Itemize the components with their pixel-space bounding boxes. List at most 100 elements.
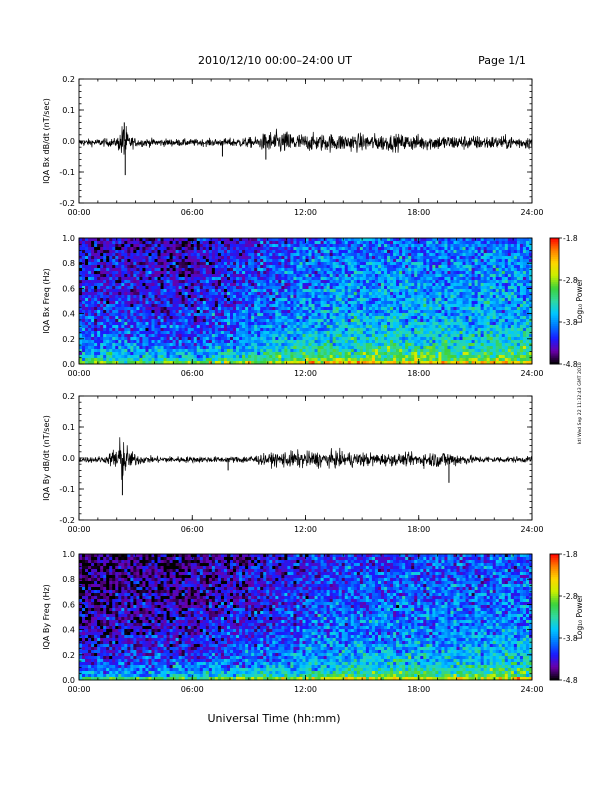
heatmap-cell — [308, 316, 312, 320]
heatmap-cell — [184, 307, 189, 311]
heatmap-cell — [124, 295, 128, 299]
heatmap-cell — [393, 283, 397, 287]
heatmap-cell — [254, 358, 258, 362]
heatmap-cell — [405, 262, 409, 266]
heatmap-cell — [181, 265, 186, 269]
heatmap-cell — [338, 253, 343, 257]
heatmap-cell — [91, 322, 95, 326]
heatmap-cell — [133, 304, 137, 308]
heatmap-cell — [417, 301, 421, 305]
heatmap-cell — [148, 361, 152, 365]
heatmap-cell — [254, 247, 258, 251]
heatmap-cell — [287, 241, 291, 245]
heatmap-cell — [220, 259, 225, 263]
heatmap-cell — [181, 253, 186, 257]
heatmap-cell — [242, 307, 246, 311]
heatmap-cell — [411, 334, 415, 338]
heatmap-cell — [332, 343, 337, 347]
heatmap-cell — [368, 280, 373, 284]
heatmap-cell — [226, 253, 231, 257]
heatmap-cell — [175, 265, 180, 269]
heatmap-cell — [148, 352, 152, 356]
heatmap-cells — [79, 238, 533, 365]
heatmap-cell — [127, 277, 131, 281]
heatmap-cell — [387, 250, 391, 254]
heatmap-cell — [151, 313, 155, 317]
heatmap-cell — [314, 292, 318, 296]
heatmap-cell — [414, 304, 418, 308]
heatmap-cell — [109, 271, 113, 275]
heatmap-cell — [199, 307, 204, 311]
heatmap-cell — [109, 256, 113, 260]
heatmap-cell — [121, 328, 125, 332]
heatmap-cell — [199, 280, 204, 284]
heatmap-cell — [202, 271, 207, 275]
heatmap-cell — [145, 286, 149, 290]
heatmap-cell — [320, 298, 325, 302]
heatmap-cell — [199, 298, 204, 302]
heatmap-cell — [284, 349, 288, 353]
heatmap-cell — [94, 238, 98, 242]
heatmap-cell — [281, 241, 285, 245]
heatmap-cell — [387, 328, 391, 332]
heatmap-cell — [121, 280, 125, 284]
heatmap-cell — [396, 301, 400, 305]
heatmap-cell — [299, 340, 303, 344]
heatmap-cell — [308, 268, 312, 272]
heatmap-cell — [109, 334, 113, 338]
heatmap-cell — [169, 241, 174, 245]
heatmap-cell — [423, 352, 427, 356]
heatmap-cell — [172, 295, 177, 299]
heatmap-cell — [350, 292, 355, 296]
heatmap-cell — [320, 238, 325, 242]
heatmap-cell — [233, 331, 237, 335]
heatmap-cell — [223, 361, 228, 365]
heatmap-cell — [181, 301, 186, 305]
heatmap-cell — [115, 265, 119, 269]
heatmap-cell — [329, 238, 334, 242]
heatmap-cell — [94, 253, 98, 257]
heatmap-cell — [151, 280, 155, 284]
heatmap-cell — [223, 355, 228, 359]
heatmap-cell — [257, 292, 261, 296]
heatmap-cell — [423, 346, 427, 350]
heatmap-cell — [362, 241, 367, 245]
heatmap-cell — [251, 250, 255, 254]
heatmap-cell — [118, 343, 122, 347]
heatmap-cell — [202, 310, 207, 314]
heatmap-cell — [393, 301, 397, 305]
heatmap-cell — [293, 310, 297, 314]
heatmap-cell — [317, 262, 321, 266]
heatmap-cell — [365, 346, 370, 350]
heatmap-cell — [387, 268, 391, 272]
heatmap-cell — [245, 277, 249, 281]
heatmap-cell — [335, 244, 340, 248]
heatmap-cell — [236, 304, 240, 308]
heatmap-cell — [344, 292, 349, 296]
heatmap-cell — [399, 331, 403, 335]
heatmap-cell — [211, 304, 216, 308]
heatmap-cell — [118, 238, 122, 242]
heatmap-cell — [308, 256, 312, 260]
heatmap-cell — [184, 283, 189, 287]
heatmap-cell — [242, 340, 246, 344]
heatmap-cell — [414, 316, 418, 320]
heatmap-cell — [103, 268, 107, 272]
heatmap-cell — [91, 301, 95, 305]
heatmap-cell — [381, 259, 385, 263]
heatmap-cell — [396, 268, 400, 272]
heatmap-cell — [115, 241, 119, 245]
heatmap-cell — [257, 331, 261, 335]
heatmap-cell — [214, 313, 219, 317]
heatmap-cell — [305, 274, 309, 278]
heatmap-cell — [254, 244, 258, 248]
heatmap-cell — [287, 355, 291, 359]
heatmap-cell — [296, 361, 300, 365]
heatmap-cell — [411, 307, 415, 311]
heatmap-cell — [420, 358, 424, 362]
heatmap-cell — [296, 322, 300, 326]
heatmap-cell — [169, 343, 174, 347]
heatmap-cell — [154, 358, 158, 362]
heatmap-cell — [411, 277, 415, 281]
heatmap-cell — [100, 355, 104, 359]
